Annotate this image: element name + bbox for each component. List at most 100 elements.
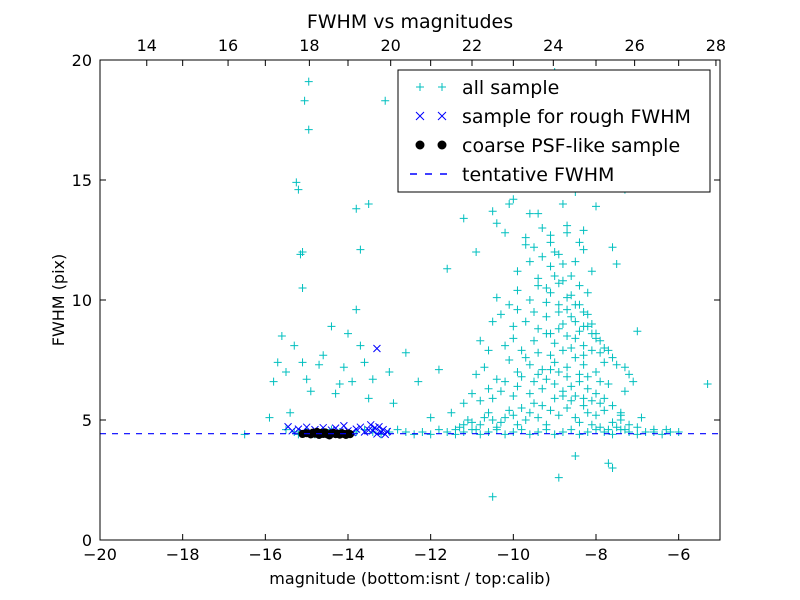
legend-label: coarse PSF-like sample [462,135,680,157]
plot-marks [100,68,720,501]
all-sample-point [558,276,567,285]
all-sample-point [463,416,472,424]
all-sample-point [472,425,481,434]
all-sample-point [608,353,617,362]
all-sample-point [546,351,555,360]
all-sample-point [517,346,526,355]
all-sample-point [538,365,547,374]
top-x-tick-label: 22 [462,36,482,55]
all-sample-point [575,418,584,427]
all-sample-point [608,243,617,252]
legend-label: sample for rough FWHM [462,106,691,128]
all-sample-point [587,396,596,405]
all-sample-point [550,380,559,388]
all-sample-point [583,372,592,381]
all-sample-point [567,382,576,391]
all-sample-point [550,430,559,439]
all-sample-point [488,207,497,216]
all-sample-point [674,428,683,436]
all-sample-point [393,425,402,434]
all-sample-point [401,348,410,357]
all-sample-point [501,341,510,350]
all-sample-point [592,425,600,434]
all-sample-point [600,358,609,367]
all-sample-point [525,296,534,304]
all-sample-point [530,243,538,252]
all-sample-point [331,389,340,398]
all-sample-point [649,428,658,436]
all-sample-point [525,257,534,266]
all-sample-point [513,368,522,376]
all-sample-point [534,324,543,333]
all-sample-point [592,411,600,420]
x-tick-label: −12 [414,545,448,564]
all-sample-point [554,279,563,288]
all-sample-point [298,284,307,292]
all-sample-point [505,300,514,309]
legend-label: all sample [462,77,559,99]
all-sample-point [596,399,605,408]
legend-marker [416,83,424,91]
all-sample-point [604,380,613,388]
all-sample-point [290,341,299,350]
all-sample-point [558,346,567,355]
all-sample-point [509,428,518,436]
all-sample-point [587,346,596,355]
all-sample-point [542,284,551,292]
psf-like-point [312,427,322,437]
all-sample-point [571,392,580,400]
all-sample-point [339,363,348,372]
top-x-tick-label: 20 [381,36,401,55]
top-x-tick-label: 28 [706,36,726,55]
all-sample-point [579,394,588,403]
all-sample-point [563,404,572,412]
rough-fwhm-point [366,420,375,429]
legend-marker [437,140,447,150]
legend: all sample sample for rough FWHM coarse PS… [397,69,711,193]
all-sample-point [546,406,555,415]
all-sample-point [625,370,634,379]
all-sample-point [666,428,675,436]
all-sample-point [571,353,580,362]
all-sample-point [509,195,518,204]
all-sample-point [616,411,625,420]
all-sample-point [550,358,559,367]
all-sample-point [571,317,580,326]
all-sample-point [538,401,547,410]
all-sample-point [509,334,518,343]
all-sample-point [509,392,518,400]
all-sample-point [521,233,530,242]
all-sample-point [521,416,530,424]
rough-fwhm-point [375,422,383,431]
y-axis-label: FWHM (pix) [49,254,68,347]
all-sample-point [476,396,485,405]
all-sample-point [575,430,584,439]
all-sample-point [525,360,534,369]
all-sample-point [434,425,443,434]
all-sample-point [587,420,596,429]
all-sample-point [563,332,572,340]
all-sample-point [558,260,567,268]
x-tick-label: −8 [584,545,608,564]
rough-fwhm-point [340,421,348,430]
all-sample-point [306,387,315,396]
all-sample-point [492,219,501,228]
all-sample-point [550,248,559,256]
all-sample-point [496,418,505,427]
all-sample-point [563,293,572,302]
all-sample-point [240,430,249,439]
all-sample-point [501,430,510,439]
all-sample-point [633,327,642,336]
all-sample-point [579,245,588,254]
all-sample-point [468,389,476,398]
all-sample-point [596,377,605,386]
all-sample-point [348,377,357,386]
all-sample-point [368,375,377,384]
all-sample-point [608,430,617,439]
all-sample-point [476,420,485,429]
all-sample-point [558,387,567,396]
all-sample-point [472,248,481,256]
all-sample-point [604,459,613,468]
top-x-tick-label: 26 [624,36,644,55]
rough-fwhm-point [379,425,387,434]
